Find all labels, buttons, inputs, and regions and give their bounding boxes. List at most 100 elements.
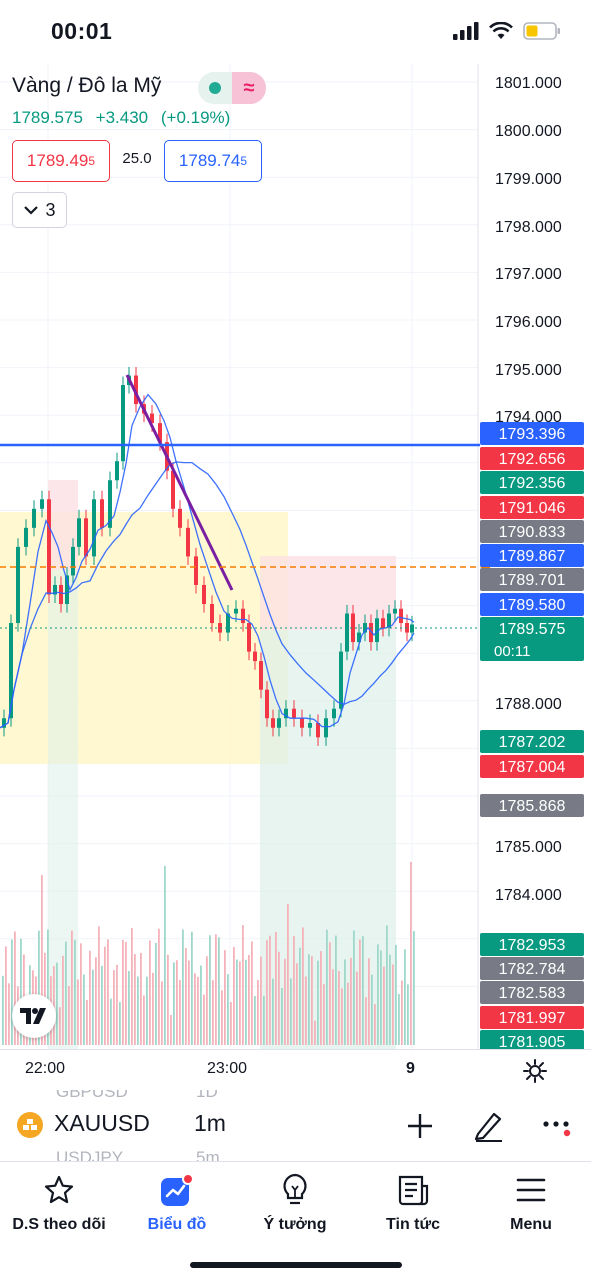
price-tag-label: 1791.046	[499, 500, 566, 517]
volume-bar	[329, 942, 331, 1045]
drawing-tools-button[interactable]	[470, 1108, 506, 1144]
volume-bar	[20, 938, 22, 1045]
price-tick-label: 1785.000	[495, 839, 562, 856]
nav-watchlist[interactable]: D.S theo dõi	[0, 1170, 118, 1234]
symbol-selector[interactable]: XAUUSD	[54, 1110, 150, 1136]
volume-bar	[302, 927, 304, 1045]
price-tag-label: 1789.575	[499, 621, 566, 638]
price-tick-label: 1796.000	[495, 314, 562, 331]
volume-bar	[128, 971, 130, 1045]
candle-body	[210, 604, 214, 624]
volume-bar	[308, 954, 310, 1045]
volume-bar	[374, 1004, 376, 1045]
add-button[interactable]	[402, 1108, 438, 1144]
price-chart[interactable]: 1801.000 1800.000 1799.000 1798.000 1797.000…	[0, 64, 591, 1049]
volume-bar	[182, 929, 184, 1045]
candle-body	[308, 723, 312, 728]
price-tag	[480, 981, 584, 1004]
news-icon	[398, 1175, 429, 1206]
volume-bar	[131, 927, 133, 1045]
nav-news[interactable]: Tin tức	[354, 1170, 472, 1234]
chart-area[interactable]: 1801.000 1800.000 1799.000 1798.000 1797.000…	[0, 64, 591, 1049]
time-axis[interactable]: 22:00 23:00 9	[0, 1049, 591, 1089]
volume-bar	[212, 980, 214, 1045]
tradingview-logo-icon[interactable]	[12, 994, 56, 1038]
candle-body	[241, 608, 245, 624]
candle-body	[121, 385, 125, 462]
price-tag-label: 1789.867	[499, 548, 566, 565]
volume-bar	[344, 959, 346, 1045]
volume-bar	[185, 948, 187, 1045]
indicators-toggle-button[interactable]: 3	[12, 192, 67, 228]
volume-bar	[101, 965, 103, 1045]
volume-bar	[62, 955, 64, 1045]
volume-bar	[197, 976, 199, 1045]
time-label: 23:00	[207, 1060, 248, 1077]
gear-icon[interactable]	[522, 1058, 548, 1084]
volume-bar	[377, 944, 379, 1045]
volume-bar	[11, 939, 13, 1045]
candle-body	[234, 608, 238, 614]
volume-bar	[98, 926, 100, 1045]
star-icon	[44, 1175, 74, 1204]
candle-body	[226, 613, 230, 633]
volume-bar	[317, 960, 319, 1045]
volume-bar	[5, 946, 7, 1045]
volume-bar	[413, 931, 415, 1045]
volume-bar	[59, 1007, 61, 1045]
price-tag	[480, 471, 584, 494]
volume-bar	[218, 937, 220, 1045]
price-tag	[480, 1030, 584, 1049]
price-tag	[480, 755, 584, 778]
nav-menu[interactable]: Menu	[472, 1170, 590, 1234]
more-dots-icon	[543, 1121, 571, 1137]
volume-bar	[179, 979, 181, 1045]
candle-body	[53, 584, 57, 595]
volume-bar	[38, 930, 40, 1045]
nav-chart[interactable]: Biểu đồ	[118, 1170, 236, 1234]
candle-body	[345, 613, 349, 652]
volume-bar	[287, 903, 289, 1045]
candle-body	[115, 461, 119, 481]
buy-button[interactable]: 1789.74 5	[164, 140, 262, 182]
symbol-toolbar: GBPUSD 1D USDJPY 5m XAUUSD 1m	[0, 1090, 591, 1162]
nav-label: Biểu đồ	[147, 1216, 207, 1233]
ghost-symbol-below: USDJPY	[56, 1148, 124, 1162]
volume-bar	[350, 957, 352, 1045]
profit-zone	[260, 630, 396, 1049]
price-tag	[480, 617, 584, 661]
candle-body	[292, 708, 296, 719]
price-tick-label: 1801.000	[495, 75, 562, 92]
home-indicator	[190, 1262, 402, 1268]
nav-ideas[interactable]: Ý tưởng	[236, 1170, 354, 1234]
candle-body	[393, 608, 397, 614]
interval-selector[interactable]: 1m	[194, 1110, 226, 1136]
price-tag-label: 1782.583	[499, 985, 566, 1002]
volume-bar	[83, 974, 85, 1045]
plus-icon	[408, 1114, 432, 1138]
symbol-title[interactable]: Vàng / Đô la Mỹ	[12, 74, 162, 97]
price-tag-label: 1781.997	[499, 1010, 566, 1027]
wifi-icon	[489, 22, 513, 39]
sell-button[interactable]: 1789.49 5	[12, 140, 110, 182]
market-status-pill[interactable]: ≈	[198, 72, 266, 104]
volume-bar	[278, 951, 280, 1045]
candle-body	[253, 651, 257, 662]
volume-bar	[224, 950, 226, 1045]
volume-bar	[383, 966, 385, 1045]
delayed-data-icon: ≈	[232, 72, 266, 104]
volume-bar	[161, 981, 163, 1045]
price-tag-label: 1790.833	[499, 524, 566, 541]
price-tick-label: 1794.000	[495, 409, 562, 426]
volume-bar	[194, 973, 196, 1045]
volume-bar	[230, 1001, 232, 1045]
volume-bar	[74, 939, 76, 1045]
price-tag-label: 1785.868	[499, 798, 566, 815]
more-options-button[interactable]	[538, 1108, 574, 1144]
yellow-zone	[0, 512, 288, 764]
volume-bar	[299, 947, 301, 1045]
volume-bar	[371, 974, 373, 1045]
price-tag	[480, 422, 584, 445]
candle-body	[150, 413, 154, 424]
indicators-count: 3	[45, 199, 56, 220]
